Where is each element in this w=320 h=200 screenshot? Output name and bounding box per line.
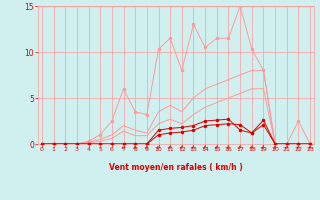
X-axis label: Vent moyen/en rafales ( km/h ): Vent moyen/en rafales ( km/h ) <box>109 163 243 172</box>
